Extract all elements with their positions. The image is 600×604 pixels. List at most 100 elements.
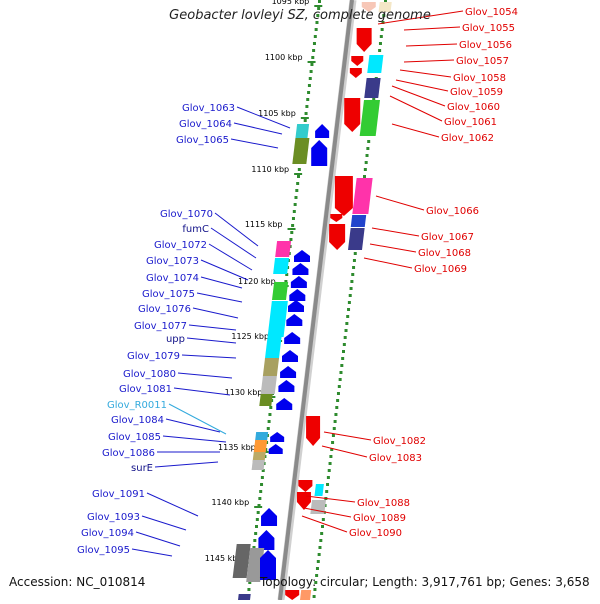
gene-label-right: Glov_1055: [462, 23, 515, 34]
reverse-tick-track: [338, 378, 342, 381]
reverse-tick-track: [332, 427, 336, 430]
forward-gene-arrow: [290, 276, 307, 288]
reverse-tick-track: [380, 28, 384, 31]
gene-leader-line: [403, 59, 455, 63]
reverse-tick-track: [363, 175, 366, 178]
reverse-tick-track: [315, 567, 319, 570]
reverse-tick-track: [343, 336, 347, 339]
gene-label-right: Glov_1090: [349, 528, 402, 539]
forward-tick-track: [253, 539, 257, 542]
forward-gene-block: [254, 432, 269, 442]
forward-tick-track: [297, 175, 300, 178]
gene-label-left: Glov_1085: [108, 432, 161, 443]
gene-label-left: surE: [131, 463, 153, 474]
gene-leader-line: [165, 418, 221, 433]
forward-gene-block: [273, 258, 290, 274]
forward-tick-track: [318, 0, 321, 3]
gene-leader-line: [154, 461, 219, 468]
forward-tick-track: [261, 469, 265, 472]
forward-tick-track: [297, 168, 301, 171]
gene-leader-line: [188, 324, 237, 331]
gene-leader-line: [200, 276, 243, 289]
gene-leader-line: [208, 243, 253, 271]
reverse-tick-track: [352, 266, 356, 269]
gene-label-left: fumC: [182, 224, 209, 235]
forward-tick-track: [311, 56, 315, 59]
reverse-tick-track: [342, 350, 345, 353]
reverse-tick-track: [344, 329, 348, 332]
gene-leader-line: [403, 26, 461, 31]
reverse-gene-arrow: [361, 2, 376, 12]
gene-leader-line: [236, 106, 291, 129]
reverse-tick-track: [345, 322, 349, 325]
gene-leader-line: [210, 227, 257, 259]
forward-gene-block: [253, 440, 268, 452]
reverse-tick-track: [339, 371, 343, 374]
forward-tick-track: [268, 413, 272, 416]
reverse-tick-track: [382, 14, 386, 17]
gene-leader-line: [196, 292, 243, 303]
reverse-tick-track: [363, 168, 367, 171]
forward-gene-arrow: [286, 314, 303, 326]
forward-gene-arrow: [289, 289, 306, 301]
reverse-tick-track: [349, 287, 353, 290]
reverse-tick-track: [326, 476, 330, 479]
forward-tick-track: [294, 196, 298, 199]
kbp-tick-label: 1125 kbp: [231, 332, 269, 341]
kbp-tick-label: 1130 kbp: [225, 388, 263, 397]
forward-tick-track: [309, 70, 313, 73]
reverse-tick-track: [325, 490, 329, 493]
kbp-tick-label: 1095 kbp: [272, 0, 310, 6]
reverse-tick-track: [381, 21, 385, 24]
forward-tick-track: [307, 91, 311, 94]
gene-leader-line: [405, 43, 458, 47]
forward-tick-track: [317, 7, 321, 10]
forward-gene-arrow: [280, 366, 297, 378]
reverse-tick-track: [327, 469, 331, 472]
reverse-gene-arrow: [344, 98, 361, 132]
forward-tick-track: [308, 77, 312, 80]
forward-tick-track: [312, 42, 316, 45]
genome-backbone: [278, 0, 354, 601]
reverse-gene-block: [348, 228, 365, 250]
gene-leader-line: [181, 354, 237, 359]
forward-tick-track: [315, 21, 319, 24]
gene-leader-line: [369, 243, 417, 253]
gene-label-left: Glov_1075: [142, 289, 195, 300]
reverse-gene-block: [364, 78, 381, 98]
gene-label-right: Glov_1066: [426, 206, 479, 217]
forward-gene-arrow: [276, 398, 293, 410]
gene-leader-line: [377, 10, 464, 25]
reverse-tick-track: [321, 518, 325, 521]
gene-label-left: Glov_1095: [77, 545, 130, 556]
gene-label-left: Glov_1076: [138, 304, 191, 315]
gene-label-right: Glov_1069: [414, 264, 467, 275]
reverse-gene-arrow: [306, 416, 321, 446]
forward-gene-block: [251, 460, 265, 470]
gene-label-right: Glov_1056: [459, 40, 512, 51]
gene-label-right: Glov_1061: [444, 117, 497, 128]
kbp-tick-label: 1145 kbp: [205, 554, 243, 563]
reverse-tick-track: [364, 161, 368, 164]
kbp-tick-label: 1100 kbp: [265, 53, 303, 62]
gene-leader-line: [233, 122, 283, 135]
forward-gene-arrow: [278, 380, 295, 392]
gene-label-left: Glov_1077: [134, 321, 187, 332]
gene-leader-line: [305, 495, 356, 503]
reverse-gene-arrow: [329, 224, 346, 250]
kbp-tick-label: 1110 kbp: [251, 165, 289, 174]
gene-label-left: Glov_1084: [111, 415, 164, 426]
reverse-tick-track: [329, 455, 333, 458]
reverse-tick-track: [334, 413, 338, 416]
gene-label-right: Glov_1082: [373, 436, 426, 447]
reverse-gene-block: [352, 178, 373, 214]
gene-label-left: Glov_1070: [160, 209, 213, 220]
forward-gene-block: [292, 138, 310, 164]
kbp-tick-label: 1140 kbp: [211, 498, 249, 507]
gene-label-right: Glov_1089: [353, 513, 406, 524]
forward-gene-arrow: [315, 124, 330, 138]
forward-tick-track: [313, 35, 317, 38]
gene-leader-line: [177, 372, 233, 379]
gene-leader-line: [186, 337, 237, 344]
